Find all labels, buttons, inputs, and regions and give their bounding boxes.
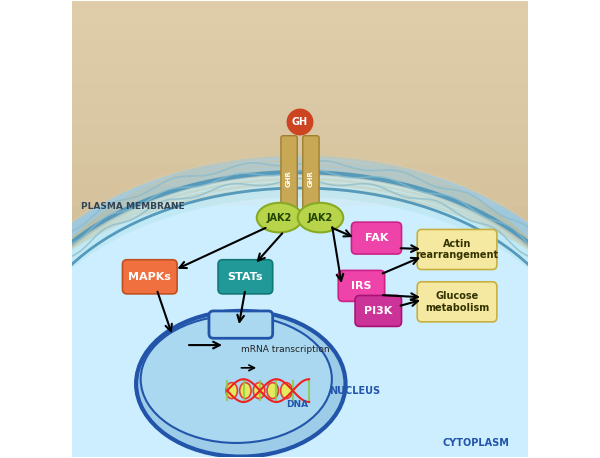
Text: PLASMA MEMBRANE: PLASMA MEMBRANE bbox=[82, 202, 185, 211]
FancyBboxPatch shape bbox=[338, 270, 385, 301]
FancyBboxPatch shape bbox=[122, 260, 177, 294]
FancyBboxPatch shape bbox=[73, 1, 527, 206]
Text: mRNA transcription: mRNA transcription bbox=[241, 345, 329, 354]
FancyBboxPatch shape bbox=[73, 1, 527, 124]
Text: NUCLEUS: NUCLEUS bbox=[329, 386, 380, 396]
FancyBboxPatch shape bbox=[355, 295, 401, 327]
Ellipse shape bbox=[226, 382, 238, 398]
Ellipse shape bbox=[136, 311, 346, 457]
Text: STATs: STATs bbox=[227, 272, 263, 282]
Text: FAK: FAK bbox=[365, 233, 388, 243]
FancyBboxPatch shape bbox=[352, 222, 401, 254]
FancyBboxPatch shape bbox=[73, 1, 527, 104]
FancyBboxPatch shape bbox=[73, 1, 527, 42]
Circle shape bbox=[287, 109, 313, 135]
Text: IRS: IRS bbox=[351, 281, 372, 291]
FancyBboxPatch shape bbox=[73, 320, 527, 457]
Text: CYTOPLASM: CYTOPLASM bbox=[443, 437, 509, 447]
FancyBboxPatch shape bbox=[303, 136, 319, 222]
FancyBboxPatch shape bbox=[417, 282, 497, 322]
Ellipse shape bbox=[298, 203, 343, 232]
FancyBboxPatch shape bbox=[73, 1, 527, 457]
Ellipse shape bbox=[140, 316, 332, 443]
Ellipse shape bbox=[267, 382, 278, 398]
Text: PI3K: PI3K bbox=[364, 306, 392, 316]
Text: Glucose
metabolism: Glucose metabolism bbox=[425, 291, 489, 313]
FancyBboxPatch shape bbox=[218, 260, 272, 294]
PathPatch shape bbox=[0, 1, 600, 313]
FancyBboxPatch shape bbox=[73, 1, 527, 83]
Text: GHR: GHR bbox=[308, 170, 314, 187]
FancyBboxPatch shape bbox=[281, 136, 297, 222]
FancyBboxPatch shape bbox=[417, 229, 497, 269]
Text: DNA: DNA bbox=[286, 400, 308, 409]
Text: GH: GH bbox=[292, 117, 308, 127]
Ellipse shape bbox=[16, 197, 584, 458]
Ellipse shape bbox=[253, 382, 265, 398]
Text: JAK2: JAK2 bbox=[267, 213, 292, 223]
Text: MAPKs: MAPKs bbox=[128, 272, 171, 282]
Text: GHR: GHR bbox=[286, 170, 292, 187]
FancyBboxPatch shape bbox=[73, 1, 527, 22]
Ellipse shape bbox=[257, 203, 302, 232]
Text: Actin
rearrangement: Actin rearrangement bbox=[415, 239, 499, 260]
FancyBboxPatch shape bbox=[73, 1, 527, 63]
Text: JAK2: JAK2 bbox=[308, 213, 333, 223]
FancyBboxPatch shape bbox=[73, 1, 527, 145]
Ellipse shape bbox=[4, 172, 596, 458]
FancyBboxPatch shape bbox=[73, 297, 527, 457]
Ellipse shape bbox=[281, 382, 292, 398]
Ellipse shape bbox=[239, 382, 251, 398]
FancyBboxPatch shape bbox=[73, 1, 527, 186]
FancyBboxPatch shape bbox=[73, 1, 527, 165]
FancyBboxPatch shape bbox=[209, 311, 272, 338]
